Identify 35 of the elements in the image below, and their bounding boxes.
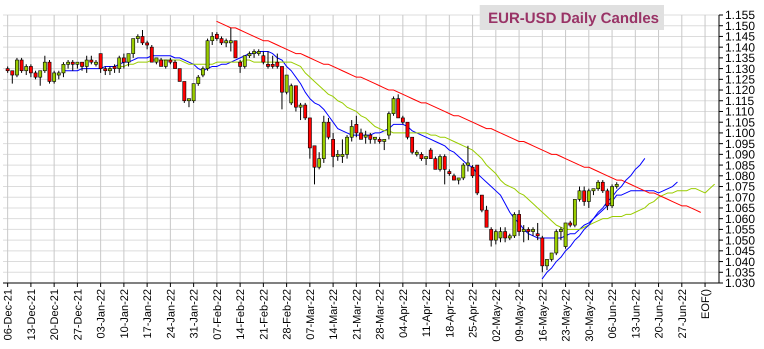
x-tick-label: 27-Dec-21 [72, 289, 84, 340]
x-tick-label: 20-Jun-22 [654, 289, 666, 339]
x-tick-label: 11-Apr-22 [421, 289, 434, 338]
x-tick-label: 14-Feb-22 [235, 289, 248, 340]
x-tick-label: 23-May-22 [560, 289, 573, 342]
x-tick-label: 13-Jun-22 [630, 289, 642, 339]
x-tick-label: 02-May-22 [490, 289, 503, 342]
x-tick-label: 20-Dec-21 [49, 289, 62, 340]
x-tick-label: 21-Mar-22 [351, 289, 364, 340]
x-tick-label: 16-May-22 [537, 289, 550, 342]
x-tick-label: 07-Mar-22 [304, 289, 317, 340]
x-tick-label: EOF() [700, 289, 712, 319]
chart-title: EUR-USD Daily Candles [488, 10, 659, 27]
x-tick-label: 31-Jan-22 [188, 289, 201, 339]
x-tick-label: 24-Jan-22 [165, 289, 178, 339]
x-tick-label: 25-Apr-22 [468, 289, 480, 338]
x-tick-label: 06-Jun-22 [607, 289, 620, 339]
x-tick-label: 03-Jan-22 [96, 289, 108, 339]
x-tick-label: 07-Feb-22 [212, 289, 224, 340]
x-tick-label: 09-May-22 [514, 289, 526, 342]
x-tick-label: 21-Feb-22 [258, 289, 270, 340]
x-tick-label: 14-Mar-22 [328, 289, 340, 340]
x-tick-label: 06-Dec-21 [2, 289, 15, 340]
x-tick-label: 04-Apr-22 [398, 289, 410, 338]
x-tick-label: 28-Feb-22 [282, 289, 294, 340]
x-tick-label: 10-Jan-22 [118, 289, 131, 339]
x-tick-label: 28-Mar-22 [374, 289, 387, 340]
x-tick-label: 13-Dec-21 [26, 289, 38, 340]
x-tick-label: 30-May-22 [584, 289, 596, 342]
candlestick [331, 132, 336, 168]
x-tick-label: 18-Apr-22 [444, 289, 456, 338]
x-tick-label: 27-Jun-22 [676, 289, 689, 339]
x-tick-label: 17-Jan-22 [142, 289, 154, 339]
candlestick [238, 60, 242, 74]
candlestick [261, 50, 266, 65]
